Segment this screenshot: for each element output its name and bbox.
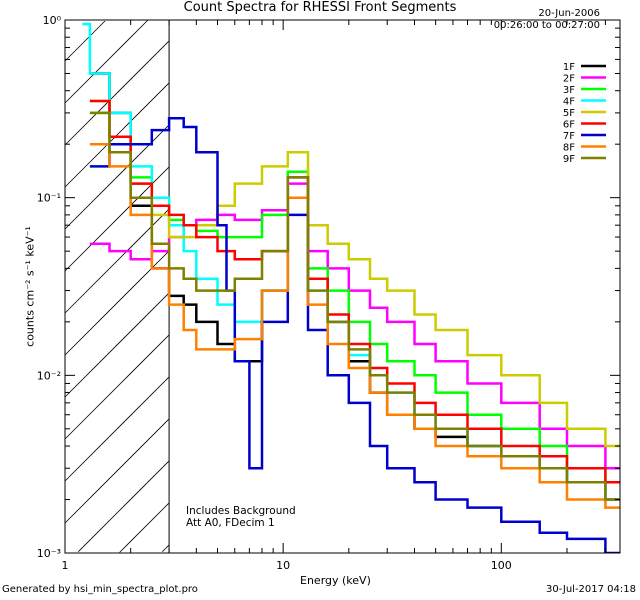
- series-line-6F: [89, 99, 620, 484]
- hatch-line: [64, 418, 170, 524]
- hatch-line: [64, 40, 170, 146]
- x-tick-label: 100: [491, 559, 512, 572]
- legend-label-5F: 5F: [563, 108, 575, 119]
- y-axis-label: counts cm⁻² s⁻¹ keV⁻¹: [23, 226, 37, 347]
- hatch-line: [64, 292, 170, 398]
- hatch-line: [64, 166, 170, 272]
- legend-label-2F: 2F: [563, 74, 575, 85]
- hatch-line: [64, 376, 170, 482]
- hatched-region: [64, 20, 170, 553]
- hatch-line: [64, 250, 170, 356]
- series-line-5F: [89, 99, 620, 448]
- legend-label-4F: 4F: [563, 97, 575, 108]
- series-layer: [82, 22, 620, 553]
- legend-label-1F: 1F: [563, 62, 575, 73]
- axes: 1 10 100 10⁰ 10⁻¹ 10⁻² 10⁻³: [37, 14, 621, 572]
- legend-label-6F: 6F: [563, 120, 575, 131]
- legend-label-8F: 8F: [563, 143, 575, 154]
- legend-label-9F: 9F: [563, 154, 575, 165]
- hatch-line: [64, 20, 106, 62]
- legend-label-3F: 3F: [563, 85, 575, 96]
- y-tick-label: 10⁻²: [37, 369, 61, 382]
- chart-time-range: 00:26:00 to 00:27:00: [493, 20, 600, 31]
- hatch-line: [119, 502, 170, 553]
- hatch-line: [78, 460, 170, 552]
- annotation-attenuator: Att A0, FDecim 1: [186, 517, 275, 529]
- y-tick-label: 10⁻¹: [37, 192, 61, 205]
- plot-frame: [64, 19, 621, 554]
- hatch-line: [64, 124, 170, 230]
- x-axis-label: Energy (keV): [300, 574, 371, 587]
- y-tick-label: 10⁻³: [37, 547, 61, 560]
- legend-label-7F: 7F: [563, 131, 575, 142]
- y-tick-label: 10⁰: [43, 14, 62, 27]
- hatch-line: [64, 82, 170, 188]
- hatch-line: [161, 544, 170, 553]
- footer-generated-by: Generated by hsi_min_spectra_plot.pro: [2, 584, 198, 595]
- footer-timestamp: 30-Jul-2017 04:18: [545, 584, 636, 595]
- x-tick-label: 1: [62, 559, 69, 572]
- x-tick-label: 10: [276, 559, 290, 572]
- hatch-line: [64, 20, 148, 104]
- hatch-line: [64, 334, 170, 440]
- chart-title: Count Spectra for RHESSI Front Segments: [183, 0, 457, 15]
- series-line-9F: [89, 111, 620, 501]
- chart-date: 20-Jun-2006: [538, 8, 600, 19]
- annotation-background: Includes Background: [186, 505, 296, 517]
- hatch-line: [64, 208, 170, 314]
